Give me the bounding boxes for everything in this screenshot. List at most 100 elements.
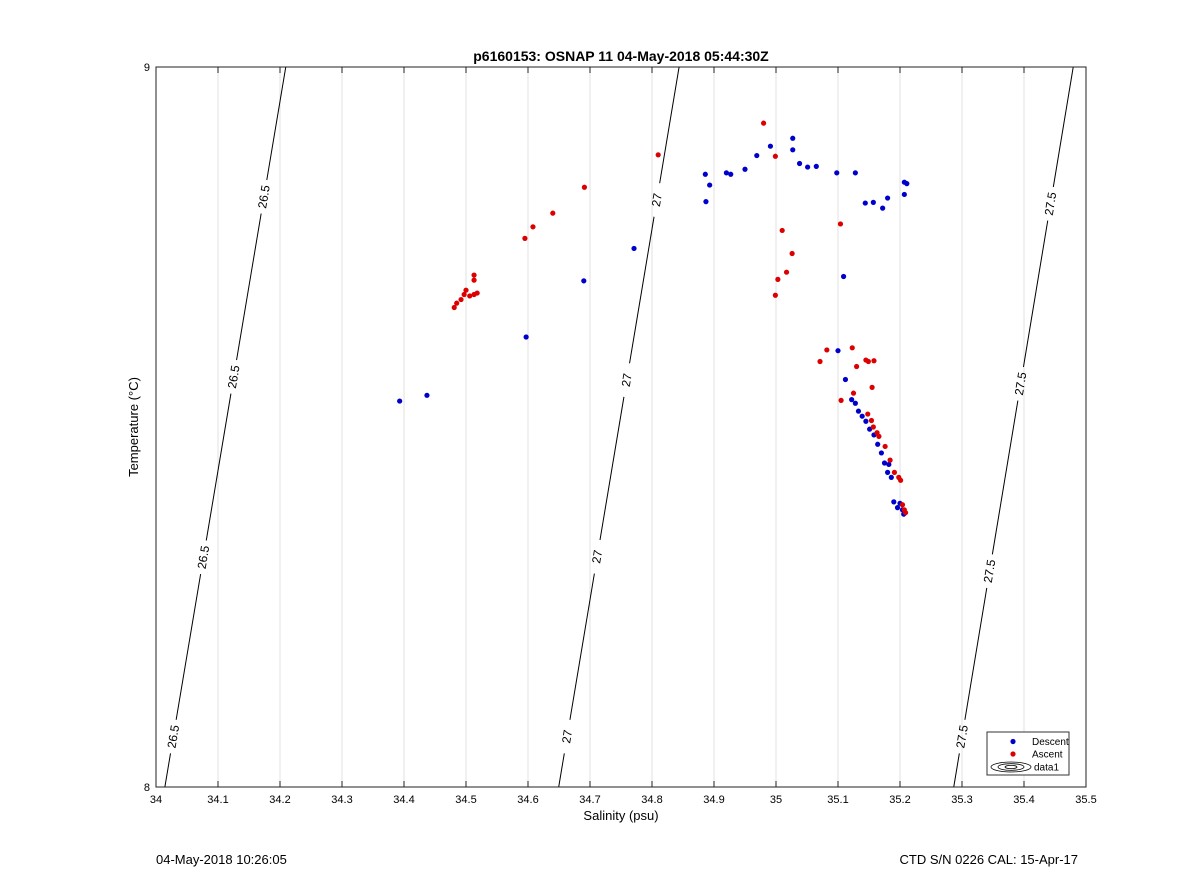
ascent-point xyxy=(772,292,778,298)
legend-ascent-label: Ascent xyxy=(1032,750,1063,761)
contour-line-segment xyxy=(236,213,262,361)
ascent-point xyxy=(865,411,871,417)
contour-line-segment xyxy=(659,66,680,184)
contour-label: 27 xyxy=(619,372,635,388)
ascent-point xyxy=(471,277,477,283)
contour-label: 27 xyxy=(589,549,605,565)
plot-area xyxy=(155,66,1087,788)
contour-label: 26.5 xyxy=(255,184,273,210)
ascent-point xyxy=(775,276,781,282)
descent-point xyxy=(397,398,403,404)
legend-descent-marker xyxy=(1010,738,1016,745)
descent-point xyxy=(631,245,637,252)
x-tick-label: 35.1 xyxy=(827,794,848,806)
descent-point xyxy=(424,392,430,398)
descent-point xyxy=(842,376,849,383)
descent-point xyxy=(723,170,730,176)
descent-point xyxy=(862,200,868,206)
footer-timestamp: 04-May-2018 10:26:05 xyxy=(156,852,287,867)
contour-label: 27 xyxy=(559,729,575,745)
contour-label: 27.5 xyxy=(1012,371,1030,397)
ascent-point xyxy=(849,345,855,351)
ascent-point xyxy=(891,469,898,475)
ascent-point xyxy=(850,390,857,396)
legend: Descent Ascent data1 xyxy=(986,731,1070,776)
contour-label: 26.5 xyxy=(225,364,243,390)
contour-line-segment xyxy=(953,753,960,788)
y-tick-label: 9 xyxy=(144,62,150,74)
x-tick-label: 34.5 xyxy=(455,794,476,806)
descent-point xyxy=(891,499,897,505)
ascent-point xyxy=(876,433,882,439)
ascent-point xyxy=(474,290,480,296)
y-axis-label: Temperature (°C) xyxy=(126,377,141,477)
descent-point xyxy=(523,334,529,340)
descent-point xyxy=(859,413,865,419)
descent-point xyxy=(878,450,885,456)
x-tick-label: 35.3 xyxy=(951,794,972,806)
descent-point xyxy=(888,474,894,480)
density-contours: 26.5 26.5 26.5 26.5 27 27 27 27 27.5 27.5 27.5 27.5 xyxy=(164,66,1074,788)
descent-point xyxy=(796,160,803,167)
ascent-point xyxy=(655,152,661,158)
ascent-point xyxy=(870,424,876,430)
descent-point xyxy=(742,166,748,172)
ascent-point xyxy=(882,443,888,450)
descent-point xyxy=(870,199,876,205)
ascent-point xyxy=(854,363,860,370)
descent-point xyxy=(901,179,907,185)
descent-point xyxy=(707,182,713,188)
x-tick-label: 35.4 xyxy=(1013,794,1034,806)
ascent-point xyxy=(467,293,473,299)
ascent-point xyxy=(581,184,588,190)
contour-line-segment xyxy=(1022,220,1049,368)
y-tick-label: 8 xyxy=(144,782,150,794)
ascent-point xyxy=(865,358,871,365)
descent-point xyxy=(754,152,760,159)
ascent-point xyxy=(868,417,875,424)
footer-ctd-info: CTD S/N 0226 CAL: 15-Apr-17 xyxy=(899,852,1078,867)
descent-point xyxy=(813,163,819,169)
ascent-point xyxy=(869,384,875,390)
ascent-point xyxy=(779,227,785,234)
ascent-point xyxy=(783,269,790,275)
data-points xyxy=(397,120,910,517)
x-tick-label: 34.9 xyxy=(703,794,724,806)
ascent-point xyxy=(838,397,844,403)
descent-point xyxy=(852,400,858,406)
x-tick-label: 34.7 xyxy=(579,794,600,806)
ascent-point xyxy=(458,296,464,303)
descent-point xyxy=(840,273,847,280)
ascent-point xyxy=(817,358,823,365)
descent-point xyxy=(855,408,862,414)
x-tick-label: 34.1 xyxy=(207,794,228,806)
descent-point xyxy=(790,147,796,153)
descent-point xyxy=(852,170,858,176)
ascent-point xyxy=(471,272,477,278)
x-tick-label: 35 xyxy=(770,794,782,806)
contour-line-segment xyxy=(1052,66,1074,188)
ascent-point xyxy=(871,358,877,364)
descent-point xyxy=(702,171,708,177)
contour-line-segment xyxy=(599,396,625,541)
descent-point xyxy=(790,135,796,141)
legend-contour-icon xyxy=(990,761,1032,773)
descent-point xyxy=(901,191,907,198)
x-tick-label: 34.4 xyxy=(393,794,414,806)
contour-line-segment xyxy=(175,573,202,720)
contour-line-segment xyxy=(569,573,595,720)
ascent-point xyxy=(887,457,893,463)
x-tick-label: 35.5 xyxy=(1075,794,1096,806)
legend-descent-label: Descent xyxy=(1032,737,1069,748)
descent-point xyxy=(703,199,709,205)
contour-label: 27.5 xyxy=(981,558,999,584)
legend-box xyxy=(986,731,1070,776)
contour-line-segment xyxy=(205,393,232,541)
x-tick-label: 35.2 xyxy=(889,794,910,806)
legend-ascent-marker xyxy=(1010,751,1016,757)
ascent-point xyxy=(902,510,909,516)
x-tick-label: 34.3 xyxy=(331,794,352,806)
descent-point xyxy=(886,461,892,468)
contour-line-segment xyxy=(266,66,287,181)
